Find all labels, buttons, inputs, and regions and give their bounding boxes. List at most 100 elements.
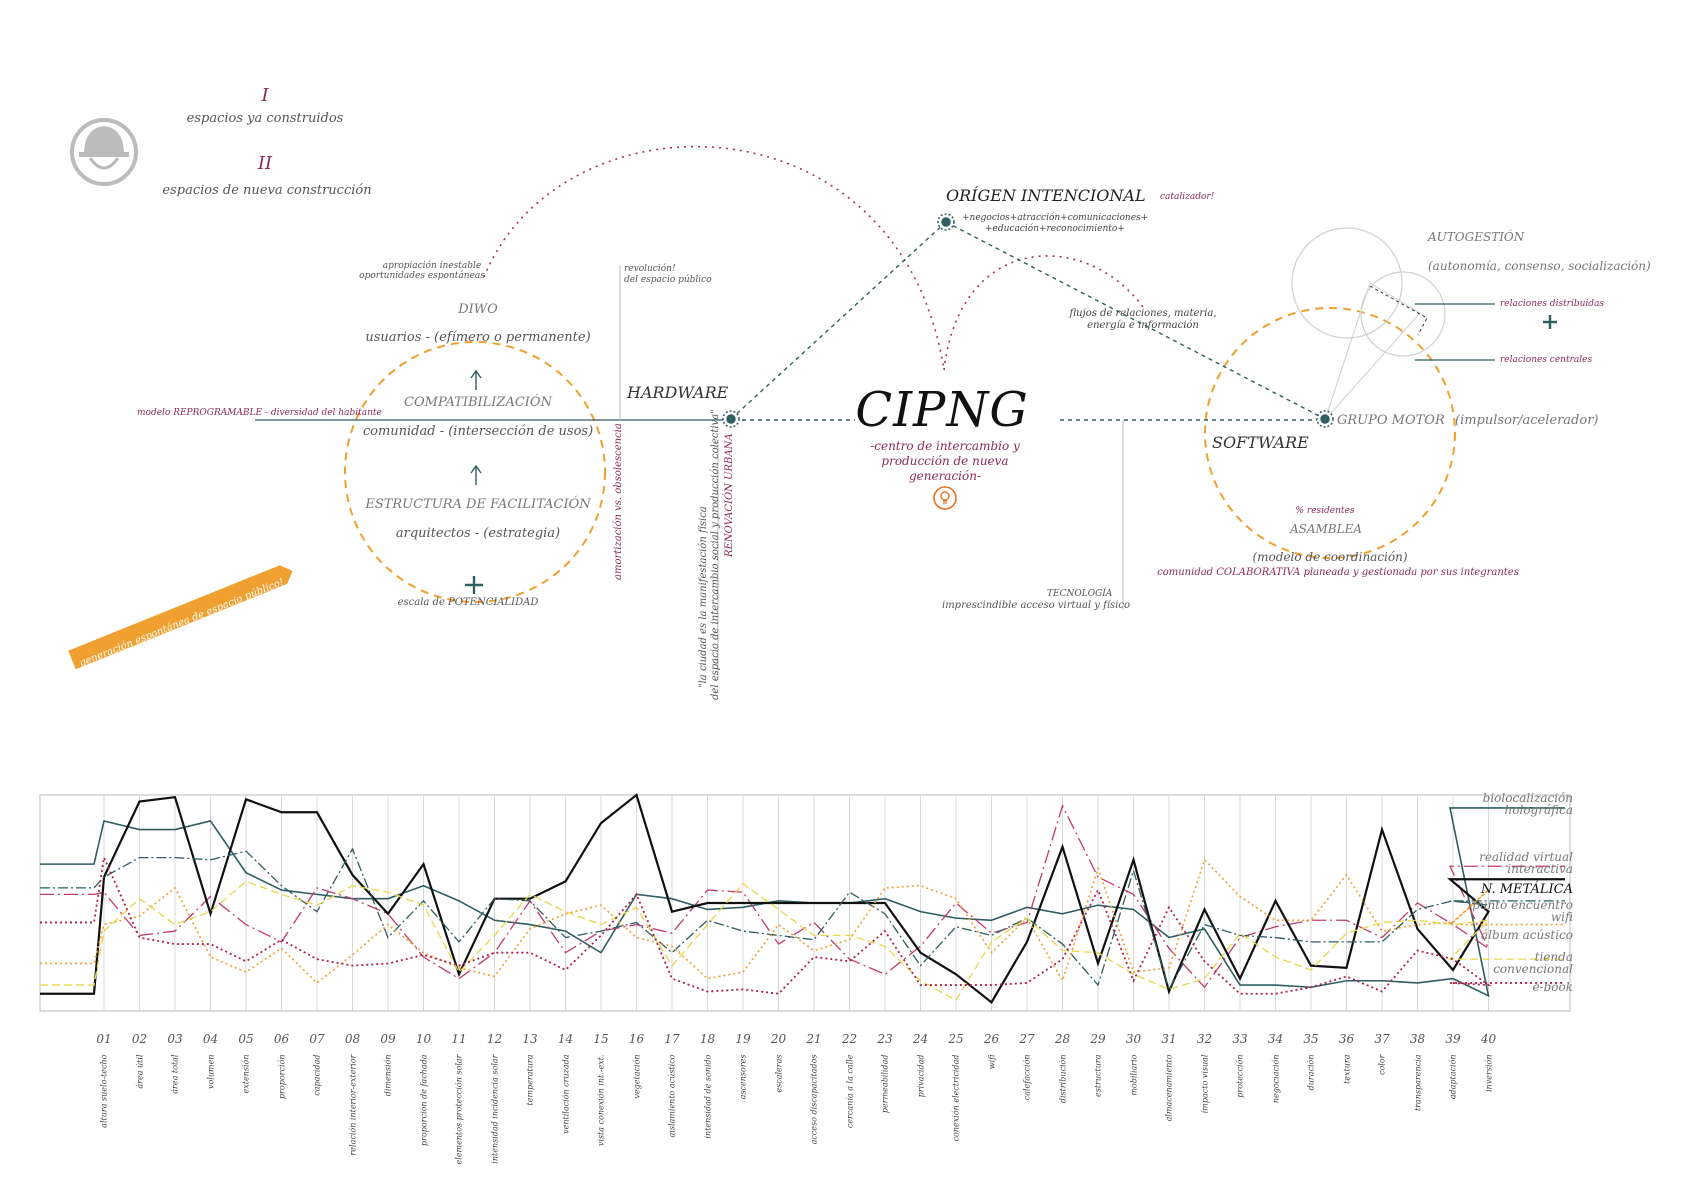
legend-metal: N. METÁLICA (1480, 882, 1573, 897)
series-line-2 (40, 804, 1565, 989)
category-label-11: elementos protección solar (454, 1054, 464, 1165)
category-number-30: 30 (1125, 1032, 1142, 1046)
concept-diagram (68, 118, 1557, 680)
category-label-21: acceso discapacitados (809, 1054, 819, 1145)
category-number-02: 02 (131, 1032, 148, 1046)
category-label-07: capacidad (312, 1054, 322, 1096)
category-number-36: 36 (1338, 1032, 1355, 1046)
quote-line-2: del espacio de intercambio social y prod… (710, 409, 721, 700)
autonomia-label: (autonomía, consenso, socialización) (1428, 259, 1651, 273)
series-line-6 (40, 880, 1565, 1002)
comunidad-colaborativa: comunidad COLABORATIVA planeada y gestio… (1157, 567, 1519, 578)
category-label-19: ascensores (738, 1054, 748, 1100)
origen-node (937, 213, 955, 231)
arquitectos-label: arquitectos - (estrategia) (395, 526, 561, 541)
legend-wifi-2: wifi (1550, 910, 1573, 924)
category-number-23: 23 (877, 1032, 893, 1046)
revolucion-1: revolución! (624, 264, 676, 274)
category-label-16: vegetación (632, 1054, 641, 1099)
category-label-17: aislamiento acústico (667, 1054, 677, 1138)
hardware-node (722, 410, 740, 428)
category-number-29: 29 (1090, 1032, 1106, 1046)
grupo-motor-node (1316, 410, 1334, 428)
software-label: SOFTWARE (1212, 433, 1309, 452)
lightbulb-icon (933, 486, 957, 510)
origen-tag: catalizador! (1160, 192, 1215, 202)
roman-numeral-2: II (257, 153, 273, 174)
roman-numeral-1: I (261, 85, 269, 106)
category-label-02: área útil (135, 1054, 144, 1089)
hardware-label: HARDWARE (627, 383, 729, 402)
usuarios-label: usuarios - (efímero o permanente) (365, 330, 591, 345)
escala-label: escala de POTENCIALIDAD (397, 597, 539, 608)
category-number-16: 16 (628, 1032, 645, 1046)
category-label-34: negociación (1271, 1054, 1280, 1104)
category-label-09: dimensión (383, 1054, 393, 1097)
category-number-15: 15 (593, 1032, 609, 1046)
category-number-25: 25 (948, 1032, 964, 1046)
relaciones-distribuidas: relaciones distribuidas (1500, 299, 1605, 309)
category-number-35: 35 (1303, 1032, 1319, 1046)
apropiacion-1: apropiación inestable (382, 261, 482, 271)
dotted-arc-large (483, 145, 945, 371)
legend-bio-2: holográfica (1504, 803, 1573, 817)
grupo-motor-label: GRUPO MOTOR (1337, 413, 1445, 428)
category-number-03: 03 (167, 1032, 183, 1046)
category-number-06: 06 (273, 1032, 290, 1046)
comunidad-label: comunidad - (intersección de usos) (362, 424, 594, 439)
category-label-12: intensidad incidencia solar (490, 1054, 499, 1164)
category-number-33: 33 (1232, 1032, 1248, 1046)
revolucion-2: del espacio público (624, 275, 712, 285)
category-number-05: 05 (238, 1032, 254, 1046)
compatibilizacion-label: COMPATIBILIZACIÓN (404, 395, 552, 410)
origen-title: ORÍGEN INTENCIONAL (946, 186, 1146, 205)
category-number-13: 13 (522, 1032, 538, 1046)
category-number-14: 14 (557, 1032, 574, 1046)
dotted-arc-small (943, 255, 1146, 371)
diwo-circle (344, 341, 606, 603)
legend-tienda-2: convencional (1493, 962, 1573, 976)
category-number-22: 22 (841, 1032, 858, 1046)
chart-frame (39, 794, 1571, 1012)
category-label-20: escaleras (774, 1054, 783, 1093)
category-label-10: proporción de fachada (419, 1054, 428, 1147)
hard-hat-icon (70, 118, 138, 186)
tecnologia-line: imprescindible acceso virtual y físico (942, 600, 1130, 611)
category-label-33: protección (1235, 1054, 1245, 1098)
category-number-21: 21 (806, 1032, 822, 1046)
category-number-08: 08 (344, 1032, 361, 1046)
legend-tienda-1: tienda (1534, 950, 1573, 964)
category-label-25: conexión electricidad (951, 1054, 961, 1142)
quote-line-1: "la ciudad es la manifestación física (698, 506, 709, 688)
category-number-19: 19 (735, 1032, 751, 1046)
residentes-label: % residentes (1295, 506, 1355, 516)
category-number-34: 34 (1267, 1032, 1284, 1046)
category-label-30: mobiliario (1129, 1054, 1138, 1096)
category-number-18: 18 (699, 1032, 716, 1046)
diwo-label: DIWO (458, 302, 498, 317)
category-label-06: proporción (277, 1054, 286, 1100)
category-label-24: privacidad (916, 1054, 925, 1098)
category-label-22: cercanía a la calle (845, 1054, 854, 1129)
category-number-07: 07 (309, 1032, 325, 1046)
impulsor-label: (impulsor/acelerador) (1455, 413, 1599, 428)
category-label-40: inversión (1484, 1054, 1493, 1092)
series-line-7 (40, 854, 1565, 995)
asamblea-label: ASAMBLEA (1289, 522, 1363, 536)
category-label-28: distribución (1058, 1054, 1067, 1104)
center-subtitle-1: -centro de intercambio y (870, 439, 1020, 453)
category-number-09: 09 (380, 1032, 396, 1046)
legend-rv-1: realidad virtual (1479, 850, 1573, 864)
category-number-37: 37 (1374, 1032, 1390, 1046)
origen-line-2: +educación+reconocimiento+ (985, 224, 1125, 234)
series-line-5 (40, 858, 1565, 984)
category-number-01: 01 (96, 1032, 112, 1046)
tecnologia-title: TECNOLOGÍA (1047, 589, 1113, 599)
category-label-04: volumen (206, 1054, 215, 1090)
relaciones-centrales: relaciones centrales (1500, 355, 1593, 365)
category-label-27: calefacción (1022, 1054, 1032, 1101)
category-label-32: impacto visual (1200, 1054, 1209, 1114)
flujos-line-2: energía e información (1087, 320, 1199, 331)
center-title: CIPNG (855, 382, 1029, 438)
center-subtitle-3: generación- (908, 469, 982, 483)
